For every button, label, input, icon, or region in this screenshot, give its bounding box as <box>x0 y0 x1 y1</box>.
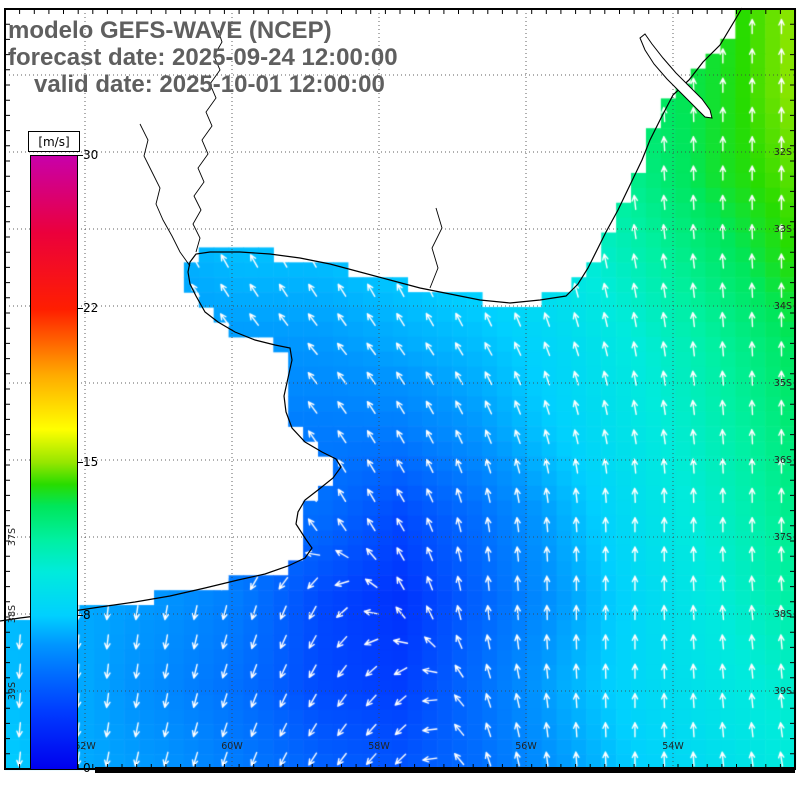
longitude-axis-ticks <box>4 9 781 769</box>
colorbar-tick-mark <box>77 461 83 463</box>
longitude-label: 62W <box>74 741 96 752</box>
colorbar-gradient <box>30 155 78 770</box>
latitude-label-left: 38S <box>7 605 18 623</box>
model-title: modelo GEFS-WAVE (NCEP) <box>8 17 332 44</box>
coastline <box>0 7 743 622</box>
latitude-label-left: 37S <box>7 528 18 546</box>
longitude-label: 56W <box>515 741 537 752</box>
map-frame <box>4 8 796 770</box>
colorbar-tick-label: 15 <box>83 454 99 469</box>
latitude-label: 37S <box>774 532 792 543</box>
longitude-label: 58W <box>368 741 390 752</box>
latitude-label-left: 39S <box>7 682 18 700</box>
colorbar-tick-label: 8 <box>83 607 91 622</box>
lake-outline <box>639 33 713 119</box>
latitude-label: 36S <box>774 455 792 466</box>
latitude-label: 32S <box>774 147 792 158</box>
colorbar-tick-label: 30 <box>83 148 99 162</box>
latitude-label: 33S <box>774 224 792 235</box>
river <box>192 29 223 253</box>
longitude-label: 54W <box>662 741 684 752</box>
bottom-frame-bar <box>95 767 795 773</box>
colorbar-tick-mark <box>77 308 83 310</box>
latitude-label: 34S <box>774 301 792 312</box>
longitude-label: 60W <box>221 741 243 752</box>
river <box>429 207 443 289</box>
latitude-axis-ticks <box>5 8 795 755</box>
colorbar-unit-label: [m/s] <box>28 131 80 152</box>
colorbar-tick-mark <box>77 768 83 769</box>
colorbar-tick-label: 0 <box>83 761 91 775</box>
latitude-label: 39S <box>774 686 792 697</box>
colorbar-tick-mark <box>77 614 83 616</box>
valid-date: valid date: 2025-10-01 12:00:00 <box>34 71 385 98</box>
latitude-label: 35S <box>774 378 792 389</box>
river <box>139 123 191 267</box>
colorbar-tick-mark <box>77 155 83 156</box>
map-title-block: modelo GEFS-WAVE (NCEP) forecast date: 2… <box>8 17 398 98</box>
forecast-date: forecast date: 2025-09-24 12:00:00 <box>8 44 398 71</box>
colorbar-tick-label: 22 <box>83 301 99 316</box>
latitude-label: 38S <box>774 609 792 620</box>
